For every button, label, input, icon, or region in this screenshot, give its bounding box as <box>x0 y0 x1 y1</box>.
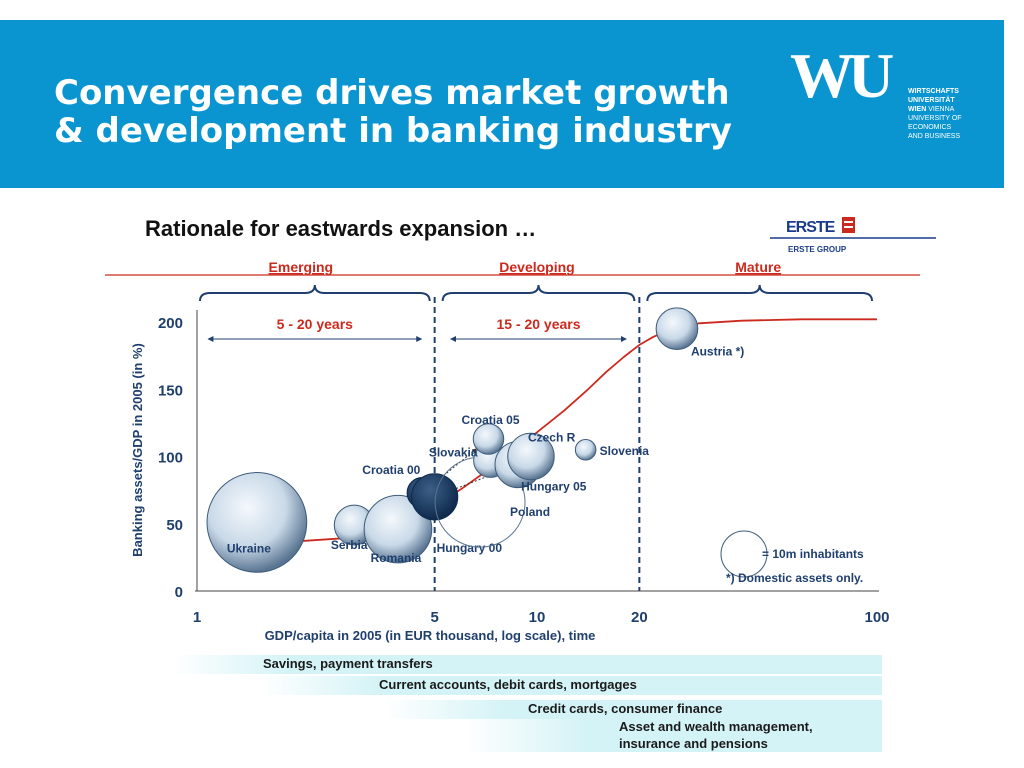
bubble-point <box>574 438 597 461</box>
y-tick-label: 100 <box>158 450 183 467</box>
phase-label: Mature <box>735 259 781 275</box>
product-band <box>172 655 882 674</box>
legend: = 10m inhabitants *) Domestic assets only… <box>720 530 864 585</box>
erste-group-label: ERSTE GROUP <box>788 245 847 254</box>
phase-brace <box>646 284 873 302</box>
x-axis-label: GDP/capita in 2005 (in EUR thousand, log… <box>265 628 596 643</box>
point-label: Hungary 00 <box>437 541 503 555</box>
y-tick-label: 0 <box>175 584 183 601</box>
x-tick-label: 5 <box>430 609 438 626</box>
bubble-point <box>472 423 505 455</box>
product-band <box>385 700 882 719</box>
x-tick-label: 20 <box>631 609 648 626</box>
product-band-label: Credit cards, consumer finance <box>528 701 723 716</box>
logo-line: ECONOMICS <box>908 124 952 131</box>
duration-label: 5 - 20 years <box>277 316 353 332</box>
phases: Emerging 5 - 20 years Developing 15 - 20 ye… <box>199 259 873 591</box>
point-label: Croatia 05 <box>461 413 519 427</box>
point-label: Croatia 00 <box>362 463 420 477</box>
slide-title: Convergence drives market growth & develo… <box>54 73 732 151</box>
point-label: Ukraine <box>227 541 271 555</box>
bubble-point <box>363 494 433 564</box>
x-tick-label: 100 <box>864 609 889 626</box>
axes: 0 50 100 150 200 1 5 10 20 100 <box>158 310 890 626</box>
logo-line: UNIVERSITY OF <box>908 115 962 122</box>
wu-logo-mark: WU <box>790 40 894 111</box>
point-label: Austria *) <box>691 345 744 359</box>
legend-footnote: *) Domestic assets only. <box>726 571 863 585</box>
logo-line: WIRTSCHAFTS <box>908 88 959 95</box>
bubble-point <box>411 473 459 521</box>
point-label: Serbia <box>331 538 368 552</box>
product-band-label: Savings, payment transfers <box>263 656 433 671</box>
x-tick-label: 10 <box>529 609 546 626</box>
phase-label: Developing <box>499 259 574 275</box>
point-label: Czech R <box>528 431 576 445</box>
point-label: Slovakia <box>429 446 478 460</box>
duration-label: 15 - 20 years <box>496 316 580 332</box>
phase-brace <box>199 284 431 302</box>
phase-label: Emerging <box>269 259 334 275</box>
chart-title: Rationale for eastwards expansion … <box>145 216 536 241</box>
bubble-point <box>655 307 699 351</box>
wu-logo-text: WIRTSCHAFTS UNIVERSITÄT WIEN VIENNA UNIV… <box>908 87 962 141</box>
product-band-label: Asset and wealth management, <box>619 719 813 734</box>
point-label: Romania <box>371 551 422 565</box>
product-band-label: Current accounts, debit cards, mortgages <box>379 677 637 692</box>
bubble-point <box>206 472 308 573</box>
y-axis-label: Banking assets/GDP in 2005 (in %) <box>130 343 145 557</box>
erste-s-icon <box>842 217 855 233</box>
point-label: Slovenia <box>600 444 650 458</box>
logo-line: AND BUSINESS <box>908 133 961 140</box>
y-tick-label: 50 <box>166 517 183 534</box>
point-label: Hungary 05 <box>521 480 587 494</box>
legend-bubble <box>720 530 768 578</box>
logo-line: VIENNA <box>928 106 955 113</box>
product-band <box>465 718 882 752</box>
erste-brand: ERSTE <box>786 219 836 236</box>
y-tick-label: 150 <box>158 382 183 399</box>
legend-bubble-note: = 10m inhabitants <box>762 547 864 561</box>
y-tick-label: 200 <box>158 315 183 332</box>
product-band-label: insurance and pensions <box>619 736 768 751</box>
slide-header <box>0 20 1004 188</box>
product-band <box>260 676 882 695</box>
logo-line: UNIVERSITÄT <box>908 97 955 104</box>
bubble-point <box>507 432 555 481</box>
logo-line: WIEN <box>908 106 927 113</box>
phase-brace <box>441 284 636 302</box>
x-tick-label: 1 <box>193 609 201 626</box>
point-label: Poland <box>510 505 550 519</box>
